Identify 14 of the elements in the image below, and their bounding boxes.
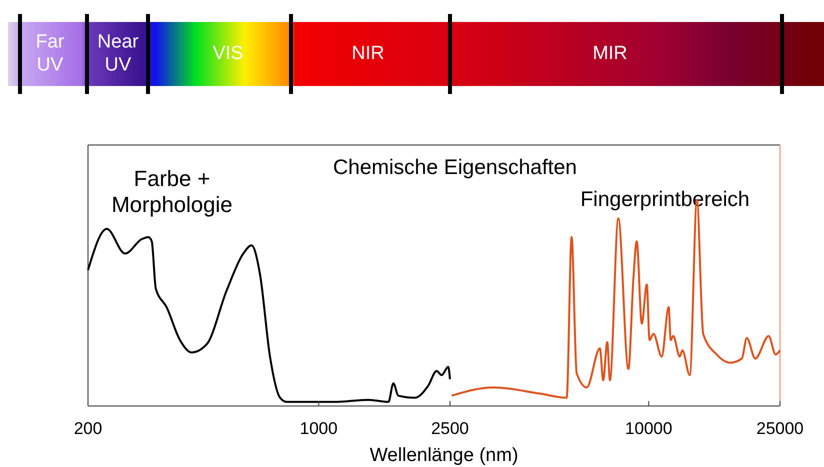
text: NIR [352,43,384,64]
x-tick-label: 200 [74,419,102,438]
text: VIS [212,43,244,64]
x-tick-label: 1000 [300,419,338,438]
text: Far UV [36,32,65,76]
text: Near UV [97,32,140,76]
annotation: Farbe + Morphologie [111,166,233,218]
annotation: Fingerprintbereich [580,188,750,211]
x-tick-label: 10000 [625,419,672,438]
x-axis-title: Wellenlänge (nm) [370,445,518,466]
text: Chemische Eigenschaften [333,156,577,179]
x-tick-label: 2500 [431,419,469,438]
x-tick-label: 25000 [756,419,804,438]
text: MIR [592,43,628,64]
